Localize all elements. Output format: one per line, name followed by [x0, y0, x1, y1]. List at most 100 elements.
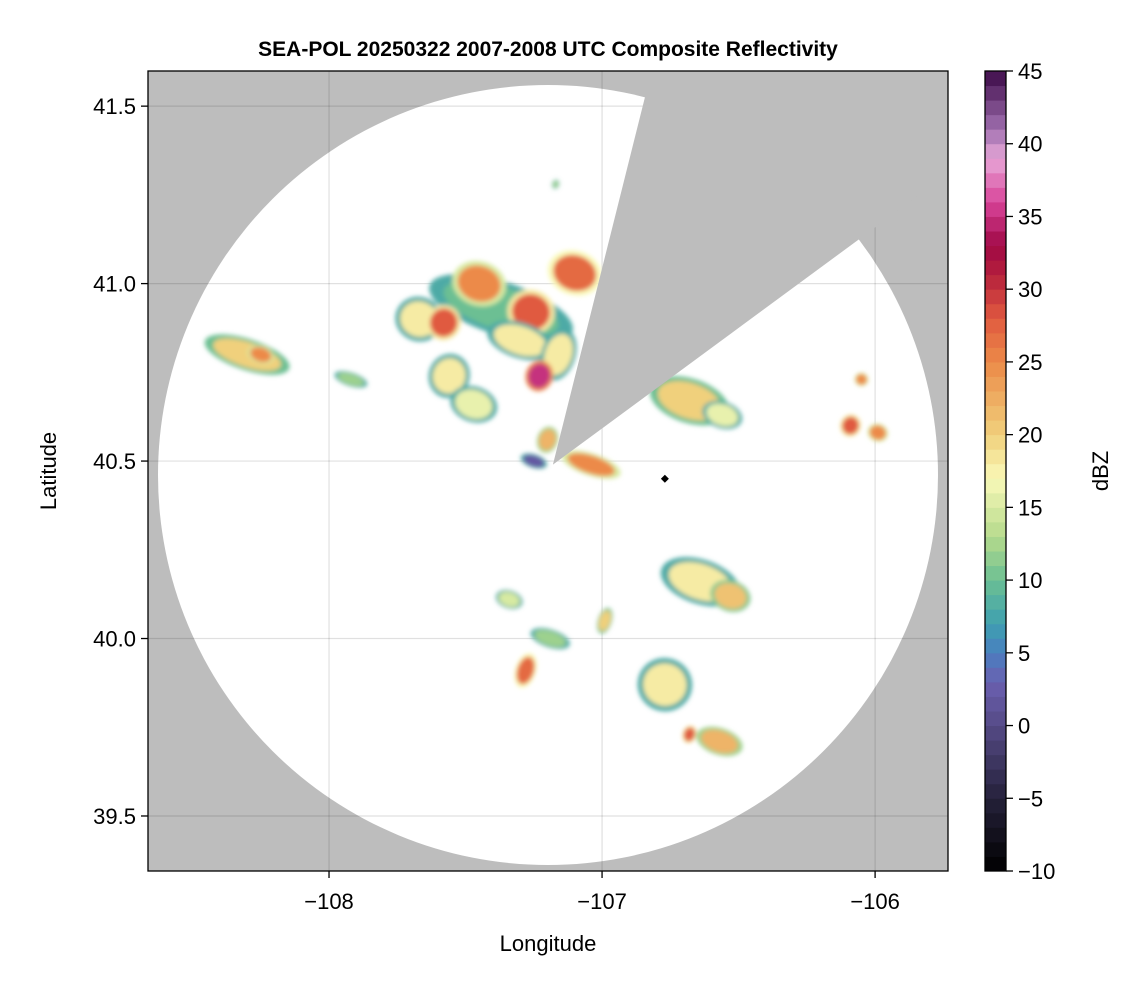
echo-cell	[528, 363, 551, 389]
colorbar-segment	[985, 143, 1006, 159]
echo-cell	[869, 425, 886, 440]
colorbar-segment	[985, 420, 1006, 436]
echo-cell	[523, 454, 545, 468]
colorbar-segment	[985, 565, 1006, 581]
plot-area	[148, 71, 948, 871]
x-tick-label: −108	[304, 889, 354, 914]
y-tick-label: 41.0	[93, 272, 136, 297]
y-tick-label: 40.0	[93, 627, 136, 652]
colorbar-segment	[985, 129, 1006, 145]
colorbar-segment	[985, 391, 1006, 407]
colorbar-segment	[985, 216, 1006, 232]
blocked-sector	[552, 71, 948, 465]
colorbar-segment	[985, 580, 1006, 596]
echo-cell	[250, 347, 272, 363]
colorbar-segment	[985, 449, 1006, 465]
colorbar-segment	[985, 856, 1006, 872]
x-axis-label: Longitude	[500, 931, 597, 956]
diamond-marker	[660, 474, 669, 483]
colorbar-tick-label: 45	[1018, 59, 1042, 84]
y-axis-label: Latitude	[36, 432, 61, 510]
colorbar-segment	[985, 594, 1006, 610]
y-tick-label: 41.5	[93, 94, 136, 119]
colorbar-segment	[985, 376, 1006, 392]
colorbar-tick-label: 40	[1018, 132, 1042, 157]
echo-cell	[553, 254, 597, 292]
colorbar-segment	[985, 361, 1006, 377]
echoes	[204, 179, 888, 757]
colorbar-segment	[985, 623, 1006, 639]
echo-cell	[429, 308, 458, 337]
echo-cell	[432, 358, 466, 394]
colorbar-tick-label: 10	[1018, 568, 1042, 593]
colorbar-tick-label: 35	[1018, 204, 1042, 229]
colorbar-segment	[985, 303, 1006, 319]
colorbar-segment	[985, 812, 1006, 828]
colorbar-segment	[985, 172, 1006, 188]
colorbar-segment	[985, 158, 1006, 174]
colorbar-segment	[985, 245, 1006, 261]
x-tick-label: −106	[850, 889, 900, 914]
colorbar-tick-label: 15	[1018, 495, 1042, 520]
colorbar-segment	[985, 507, 1006, 523]
colorbar: −10 −5 0 5 10 15 20 25 30 35 40 45	[984, 59, 1055, 884]
y-tick-label: 39.5	[93, 804, 136, 829]
plot-frame	[147, 70, 949, 872]
colorbar-segment	[985, 274, 1006, 290]
colorbar-tick-label: 0	[1018, 714, 1030, 739]
colorbar-segment	[985, 260, 1006, 276]
colorbar-segment	[985, 667, 1006, 683]
colorbar-segment	[985, 492, 1006, 508]
y-axis: 39.5 40.0 40.5 41.0 41.5	[93, 94, 148, 829]
colorbar-frame	[984, 70, 1007, 872]
echo-cell	[706, 403, 739, 427]
colorbar-segment	[985, 551, 1006, 567]
echo-cell	[337, 372, 364, 387]
echo-cell	[512, 294, 551, 330]
colorbar-segment	[985, 769, 1006, 785]
colorbar-tick-label: 20	[1018, 423, 1042, 448]
echo-cell	[643, 663, 687, 707]
colorbar-segment	[985, 681, 1006, 697]
colorbar-segment	[985, 798, 1006, 814]
colorbar-segment	[985, 332, 1006, 348]
colorbar-segment	[985, 71, 1006, 87]
echo-cell	[855, 374, 867, 385]
colorbar-tick-label: −5	[1018, 786, 1043, 811]
echo-cell	[552, 180, 559, 188]
colorbar-segment	[985, 289, 1006, 305]
colorbar-segment	[985, 740, 1006, 756]
echo-cell	[498, 591, 520, 608]
colorbar-segment	[985, 114, 1006, 130]
colorbar-segment	[985, 463, 1006, 479]
echo-cell	[516, 656, 535, 685]
colorbar-segment	[985, 201, 1006, 217]
colorbar-segment	[985, 536, 1006, 552]
colorbar-segment	[985, 521, 1006, 537]
colorbar-segment	[985, 231, 1006, 247]
echo-cell	[714, 583, 747, 609]
colorbar-segment	[985, 318, 1006, 334]
colorbar-segment	[985, 85, 1006, 101]
colorbar-segment	[985, 841, 1006, 857]
echo-cell	[567, 453, 615, 476]
colorbar-tick-label: −10	[1018, 859, 1055, 884]
colorbar-segment	[985, 478, 1006, 494]
colorbar-segment	[985, 827, 1006, 843]
echo-cell	[455, 389, 493, 420]
colorbar-segment	[985, 187, 1006, 203]
colorbar-segment	[985, 638, 1006, 654]
colorbar-segment	[985, 696, 1006, 712]
x-axis: −108 −107 −106	[304, 871, 900, 914]
echo-cell	[700, 729, 738, 754]
colorbar-segment	[985, 711, 1006, 727]
colorbar-label: dBZ	[1088, 451, 1113, 491]
echo-cell	[538, 429, 556, 451]
echo-cell	[457, 265, 501, 302]
colorbar-tick-label: 30	[1018, 277, 1042, 302]
y-tick-label: 40.5	[93, 449, 136, 474]
colorbar-segment	[985, 609, 1006, 625]
colorbar-segment	[985, 347, 1006, 363]
